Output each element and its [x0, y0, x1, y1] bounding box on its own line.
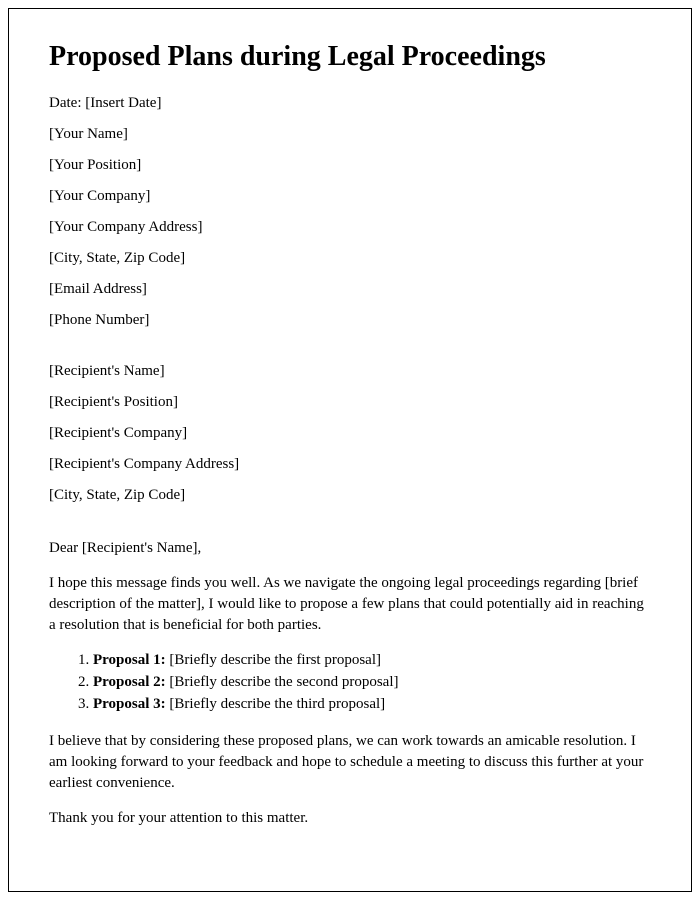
proposal-label: Proposal 3:	[93, 696, 166, 712]
recipient-field: [Recipient's Position]	[49, 394, 651, 411]
intro-paragraph: I hope this message finds you well. As w…	[49, 573, 651, 636]
sender-block: Date: [Insert Date] [Your Name] [Your Po…	[49, 95, 651, 329]
closing-paragraph: I believe that by considering these prop…	[49, 731, 651, 794]
recipient-field: [Recipient's Company]	[49, 425, 651, 442]
proposal-desc: [Briefly describe the third proposal]	[166, 696, 386, 712]
sender-field: [Your Company Address]	[49, 219, 651, 236]
sender-field: Date: [Insert Date]	[49, 95, 651, 112]
spacer	[49, 343, 651, 363]
salutation: Dear [Recipient's Name],	[49, 538, 651, 559]
sender-field: [Your Position]	[49, 157, 651, 174]
thanks-line: Thank you for your attention to this mat…	[49, 808, 651, 829]
sender-field: [Email Address]	[49, 281, 651, 298]
recipient-field: [Recipient's Name]	[49, 363, 651, 380]
proposal-label: Proposal 1:	[93, 652, 166, 668]
sender-field: [Phone Number]	[49, 312, 651, 329]
spacer	[49, 518, 651, 538]
recipient-field: [Recipient's Company Address]	[49, 456, 651, 473]
sender-field: [City, State, Zip Code]	[49, 250, 651, 267]
document-title: Proposed Plans during Legal Proceedings	[49, 41, 651, 73]
sender-field: [Your Company]	[49, 188, 651, 205]
proposal-item: Proposal 2: [Briefly describe the second…	[93, 672, 651, 694]
proposal-item: Proposal 1: [Briefly describe the first …	[93, 650, 651, 672]
proposal-desc: [Briefly describe the first proposal]	[166, 652, 381, 668]
proposals-list: Proposal 1: [Briefly describe the first …	[93, 650, 651, 715]
recipient-block: [Recipient's Name] [Recipient's Position…	[49, 363, 651, 504]
sender-field: [Your Name]	[49, 126, 651, 143]
document-page: Proposed Plans during Legal Proceedings …	[8, 8, 692, 892]
proposal-item: Proposal 3: [Briefly describe the third …	[93, 694, 651, 716]
proposal-label: Proposal 2:	[93, 674, 166, 690]
proposal-desc: [Briefly describe the second proposal]	[166, 674, 399, 690]
recipient-field: [City, State, Zip Code]	[49, 487, 651, 504]
